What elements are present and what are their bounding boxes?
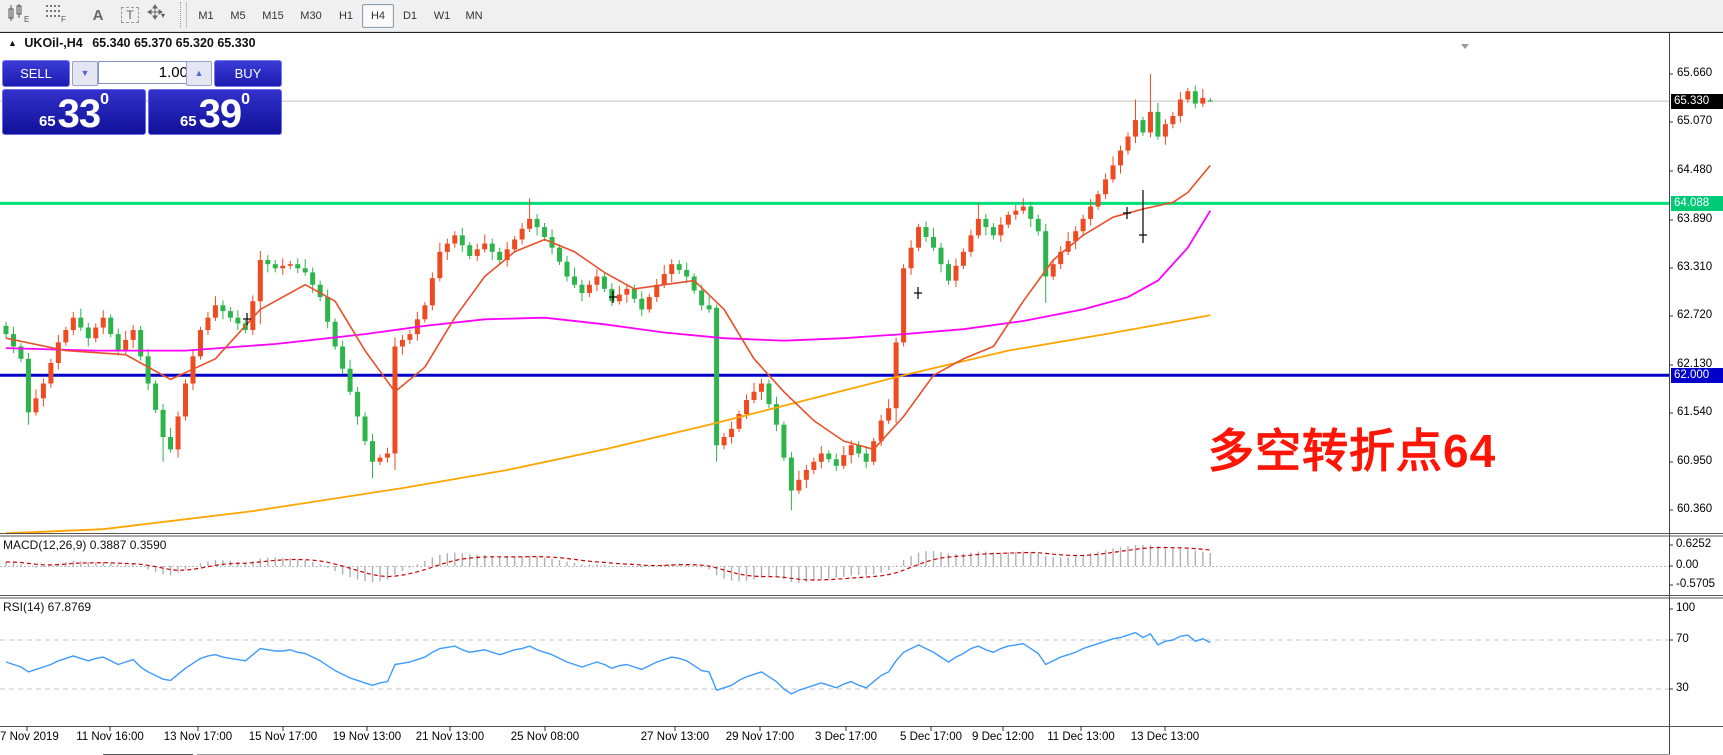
svg-text:F: F (61, 15, 66, 23)
time-label: 9 Dec 12:00 (971, 731, 1035, 743)
sell-button[interactable]: SELL (2, 60, 70, 87)
timeframe-button-d1[interactable]: D1 (402, 10, 418, 22)
toolbar-separator (180, 2, 187, 28)
buy-price-sup: 0 (241, 91, 251, 108)
rsi-scale-100: 100 (1676, 602, 1696, 614)
time-label: 7 Nov 2019 (0, 731, 59, 743)
one-click-trade-panel: SELL ▼ ▲ BUY 65 33 0 65 39 0 (2, 59, 282, 135)
svg-text:E: E (24, 15, 29, 23)
macd-scale-0.00: 0.00 (1676, 559, 1699, 571)
price-tick-63.310: 63.310 (1677, 261, 1713, 273)
timeframe-button-m1[interactable]: M1 (198, 10, 214, 22)
time-label: 11 Dec 13:00 (1047, 731, 1115, 743)
timeframe-button-m15[interactable]: M15 (262, 10, 284, 22)
macd-scale--0.5705: -0.5705 (1676, 578, 1716, 590)
timeframe-button-m30[interactable]: M30 (300, 10, 322, 22)
time-label: 29 Nov 17:00 (725, 731, 795, 743)
sell-price-big: 33 (57, 92, 101, 136)
volume-increase-button[interactable]: ▲ (186, 61, 212, 86)
timeframe-button-h4[interactable]: H4 (362, 4, 394, 28)
timeframe-button-w1[interactable]: W1 (433, 10, 451, 22)
toolbar: E F A T ▾ M1 M5 M15 M30 H1 H4 D1 W1 MN (0, 0, 1723, 32)
time-label: 3 Dec 17:00 (814, 731, 878, 743)
blue-line-badge: 62.000 (1671, 368, 1723, 383)
timeframe-button-mn[interactable]: MN (465, 10, 483, 22)
price-tick-62.130: 62.130 (1677, 358, 1713, 370)
indicators-icon[interactable]: E (6, 3, 38, 27)
symbol-title: ▲ UKOil-,H4 65.340 65.370 65.320 65.330 (8, 36, 256, 50)
sell-price-prefix: 65 (38, 113, 56, 130)
text-box-icon[interactable]: T (114, 3, 146, 27)
time-label: 5 Dec 17:00 (899, 731, 963, 743)
price-tick-62.720: 62.720 (1677, 309, 1713, 321)
time-label: 11 Nov 16:00 (76, 731, 144, 743)
timeframe-button-m5[interactable]: M5 (230, 10, 246, 22)
price-tick-60.360: 60.360 (1677, 503, 1713, 515)
volume-input[interactable] (98, 61, 192, 84)
symbol-name: UKOil-,H4 (24, 36, 83, 50)
current-price-badge: 65.330 (1671, 94, 1723, 109)
rsi-scale-70: 70 (1676, 633, 1689, 645)
green-line-badge: 64.088 (1671, 196, 1723, 211)
collapse-arrow-icon[interactable]: ▲ (8, 38, 17, 48)
buy-price-prefix: 65 (179, 113, 197, 130)
rsi-scale-30: 30 (1676, 682, 1689, 694)
macd-scale-0.6252: 0.6252 (1676, 538, 1712, 550)
text-label-icon[interactable]: A (92, 6, 104, 24)
price-tick-61.540: 61.540 (1677, 406, 1713, 418)
price-tick-60.950: 60.950 (1677, 455, 1713, 467)
time-label: 27 Nov 13:00 (640, 731, 710, 743)
grid-icon[interactable]: F (44, 3, 76, 27)
buy-button[interactable]: BUY (214, 60, 282, 87)
buy-price-big: 39 (198, 92, 242, 136)
price-tick-65.660: 65.660 (1677, 67, 1713, 79)
sell-price-button[interactable]: 65 33 0 (2, 89, 146, 135)
volume-decrease-button[interactable]: ▼ (72, 61, 98, 86)
rsi-indicator-label: RSI(14) 67.8769 (3, 600, 92, 614)
price-tick-65.070: 65.070 (1677, 115, 1713, 127)
buy-price-button[interactable]: 65 39 0 (148, 89, 282, 135)
symbol-ohlc: 65.340 65.370 65.320 65.330 (92, 36, 256, 50)
time-label: 13 Nov 17:00 (163, 731, 233, 743)
sell-price-sup: 0 (100, 91, 110, 108)
cursor-tools-icon[interactable]: ▾ (146, 3, 178, 27)
time-label: 25 Nov 08:00 (510, 731, 580, 743)
price-tick-63.890: 63.890 (1677, 213, 1713, 225)
timeframe-button-h1[interactable]: H1 (338, 10, 354, 22)
chart-annotation-text: 多空转折点64 (1208, 425, 1497, 477)
chart-border (0, 32, 1723, 33)
price-tick-64.480: 64.480 (1677, 164, 1713, 176)
time-label: 13 Dec 13:00 (1130, 731, 1200, 743)
time-label: 15 Nov 17:00 (248, 731, 318, 743)
time-label: 21 Nov 13:00 (415, 731, 485, 743)
macd-indicator-label: MACD(12,26,9) 0.3887 0.3590 (3, 538, 167, 552)
time-label: 19 Nov 13:00 (332, 731, 402, 743)
